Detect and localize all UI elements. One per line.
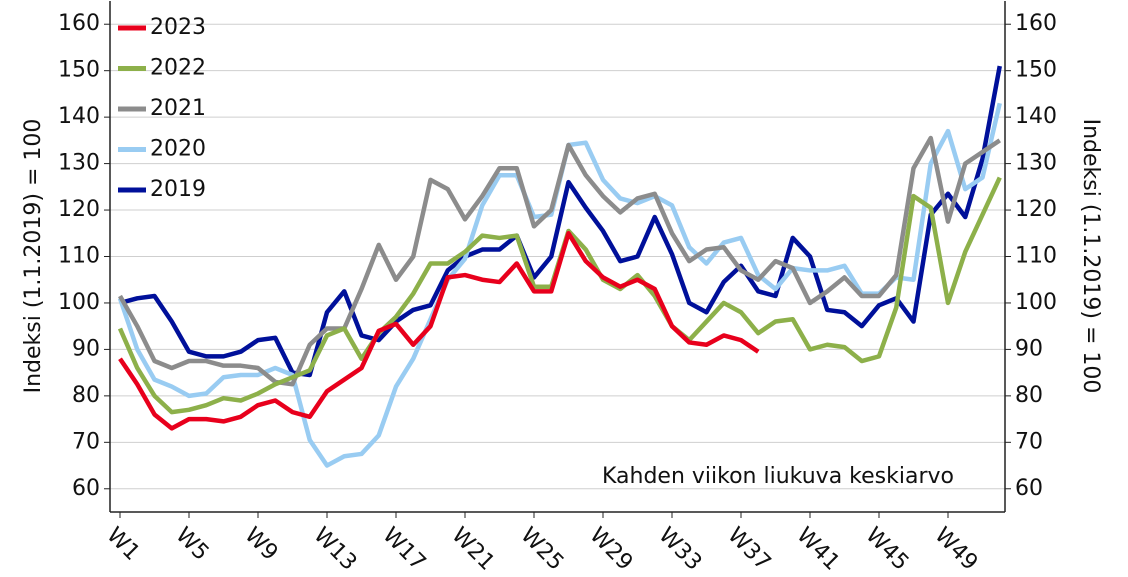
y-tick-label: 80 — [72, 383, 100, 408]
y-tick-label: 160 — [58, 11, 100, 36]
y2-tick-label: 150 — [1015, 58, 1057, 83]
y-axis-label: Indeksi (1.1.2019) = 100 — [21, 119, 46, 394]
y2-tick-label: 60 — [1015, 476, 1043, 501]
y2-tick-label: 120 — [1015, 197, 1057, 222]
annotation: Kahden viikon liukuva keskiarvo — [602, 464, 954, 489]
x-tick-label: W25 — [516, 523, 569, 576]
y2-tick-label: 110 — [1015, 244, 1057, 269]
y-tick-label: 60 — [72, 476, 100, 501]
x-tick-label: W13 — [309, 523, 362, 576]
y2-tick-label: 140 — [1015, 104, 1057, 129]
x-tick-label: W41 — [792, 523, 845, 576]
grid — [110, 23, 1005, 490]
x-tick-label: W1 — [102, 523, 145, 566]
y-tick-label: 100 — [58, 290, 100, 315]
series-line — [118, 231, 760, 431]
y2-tick-label: 160 — [1015, 11, 1057, 36]
y2-tick-label: 100 — [1015, 290, 1057, 315]
y-tick-label: 70 — [72, 429, 100, 454]
x-tick-label: W21 — [447, 523, 500, 576]
x-tick-label: W37 — [723, 523, 776, 576]
y2-tick-label: 80 — [1015, 383, 1043, 408]
x-tick-label: W17 — [378, 523, 431, 576]
legend-label: 2022 — [150, 56, 206, 81]
legend-label: 2021 — [150, 96, 206, 121]
y-tick-label: 150 — [58, 58, 100, 83]
x-tick-label: W9 — [240, 523, 283, 566]
x-tick-label: W5 — [171, 523, 214, 566]
legend-label: 2019 — [150, 177, 206, 202]
y2-axis-label: Indeksi (1.1.2019) = 100 — [1078, 119, 1103, 394]
x-tick-label: W29 — [585, 523, 638, 576]
y-tick-label: 120 — [58, 197, 100, 222]
y-tick-label: 130 — [58, 151, 100, 176]
x-tick-label: W49 — [930, 523, 983, 576]
legend-label: 2020 — [150, 137, 206, 162]
y-tick-label: 110 — [58, 244, 100, 269]
series-line — [118, 135, 1002, 387]
y-tick-label: 140 — [58, 104, 100, 129]
x-tick-label: W45 — [861, 523, 914, 576]
y2-tick-label: 130 — [1015, 151, 1057, 176]
y-tick-label: 90 — [72, 336, 100, 361]
x-tick-label: W33 — [654, 523, 707, 576]
y2-tick-label: 90 — [1015, 336, 1043, 361]
series-line — [119, 65, 1002, 378]
y2-tick-label: 70 — [1015, 429, 1043, 454]
legend-label: 2023 — [150, 15, 206, 40]
